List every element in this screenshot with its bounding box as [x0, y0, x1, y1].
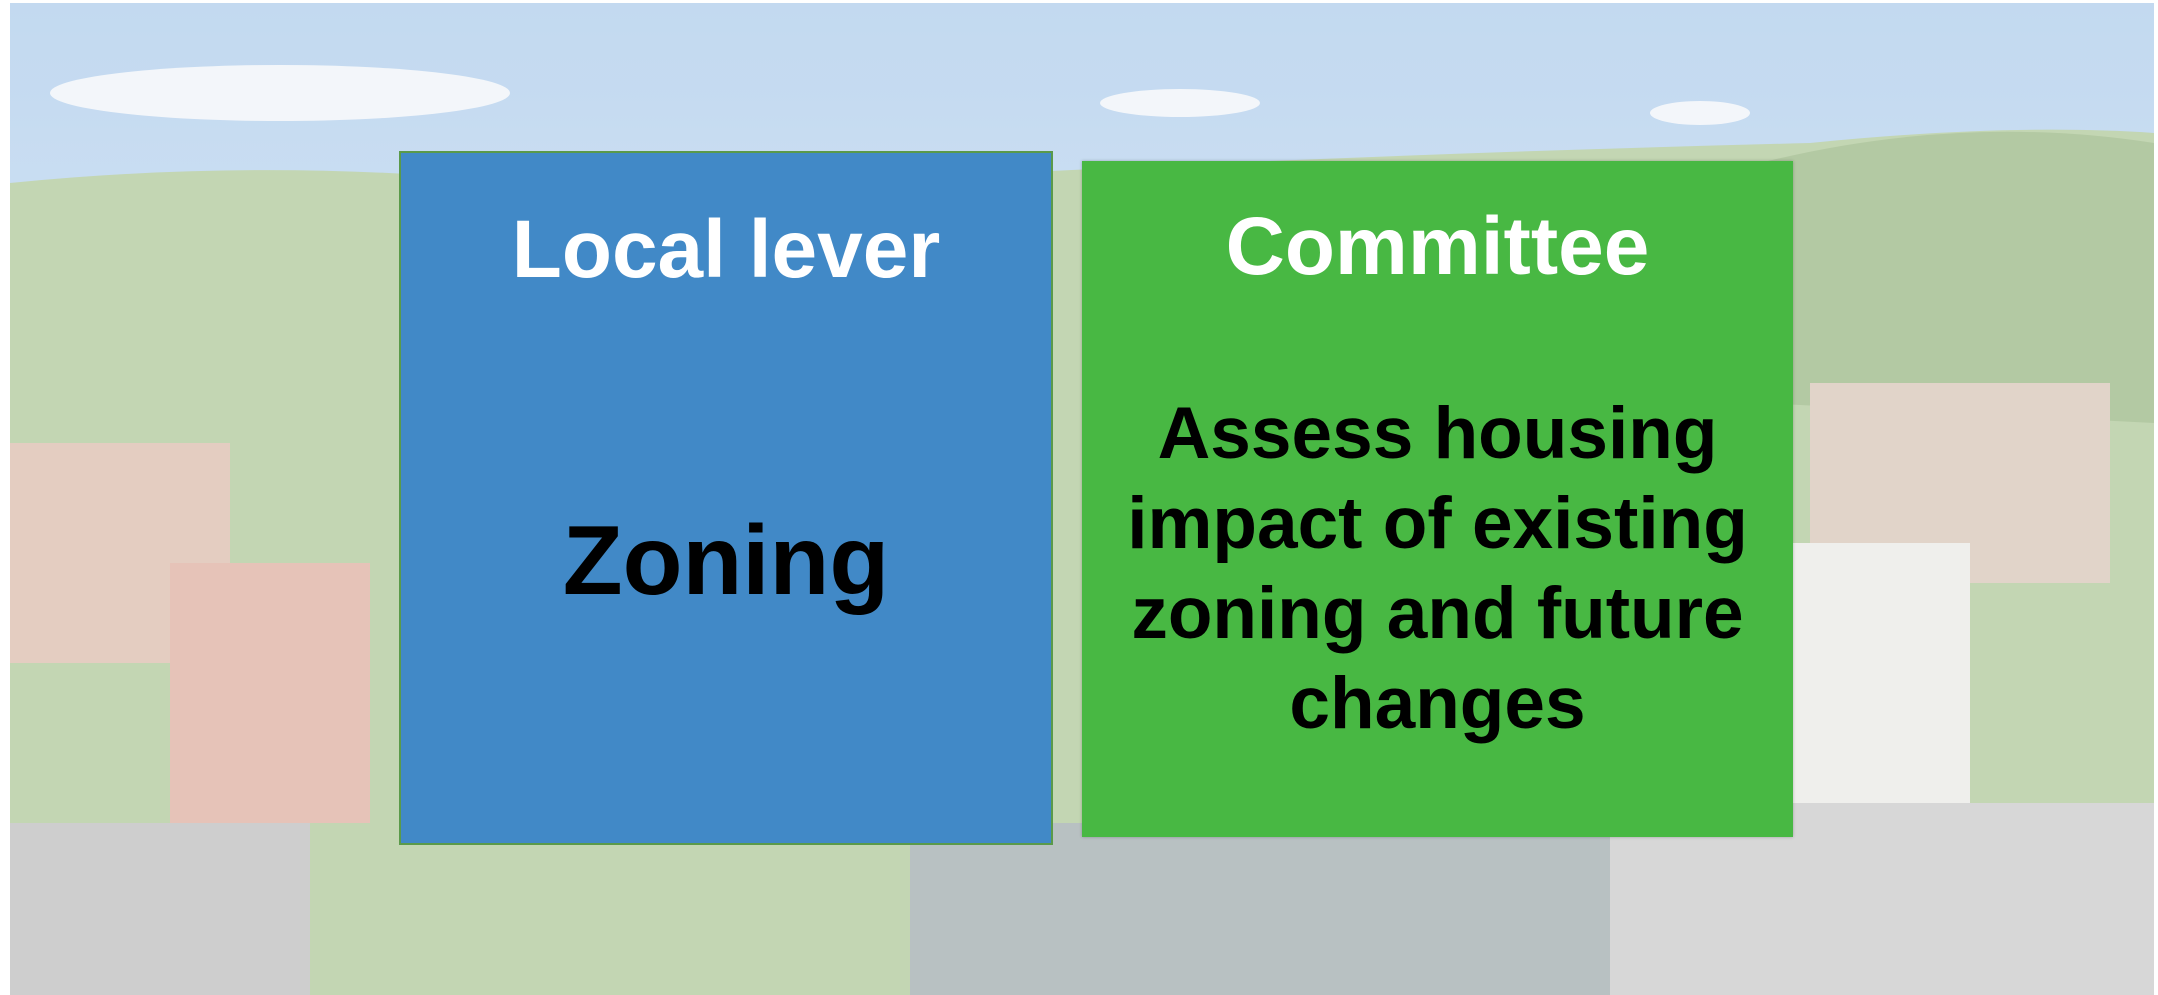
local-lever-panel: Local lever Zoning	[399, 151, 1053, 845]
panel-title: Local lever	[401, 209, 1051, 291]
panel-body: Assess housing impact of existing zoning…	[1098, 389, 1778, 749]
committee-panel: Committee Assess housing impact of exist…	[1082, 161, 1793, 837]
slide: Local lever Zoning Committee Assess hous…	[0, 0, 2158, 995]
panel-title: Committee	[1082, 206, 1793, 288]
panel-body: Zoning	[401, 511, 1051, 609]
